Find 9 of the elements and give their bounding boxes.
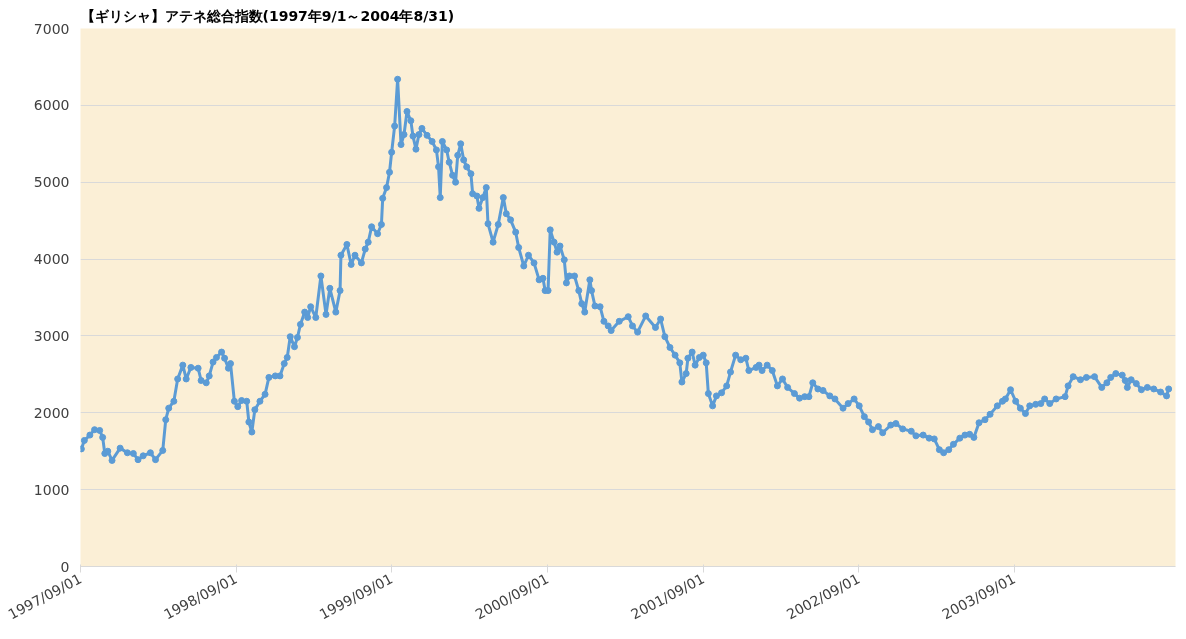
y-tick-label: 7000: [33, 20, 70, 37]
y-tick-label: 4000: [33, 251, 70, 268]
y-tick-label: 6000: [33, 97, 70, 114]
y-tick-label: 3000: [33, 327, 70, 344]
y-tick-label: 1000: [33, 481, 70, 498]
y-tick-label: 2000: [33, 404, 70, 421]
y-tick-label: 0: [60, 558, 70, 575]
y-tick-label: 5000: [33, 174, 70, 191]
chart-title: 【ギリシャ】アテネ総合指数(1997年9/1～2004年8/31): [80, 7, 455, 24]
